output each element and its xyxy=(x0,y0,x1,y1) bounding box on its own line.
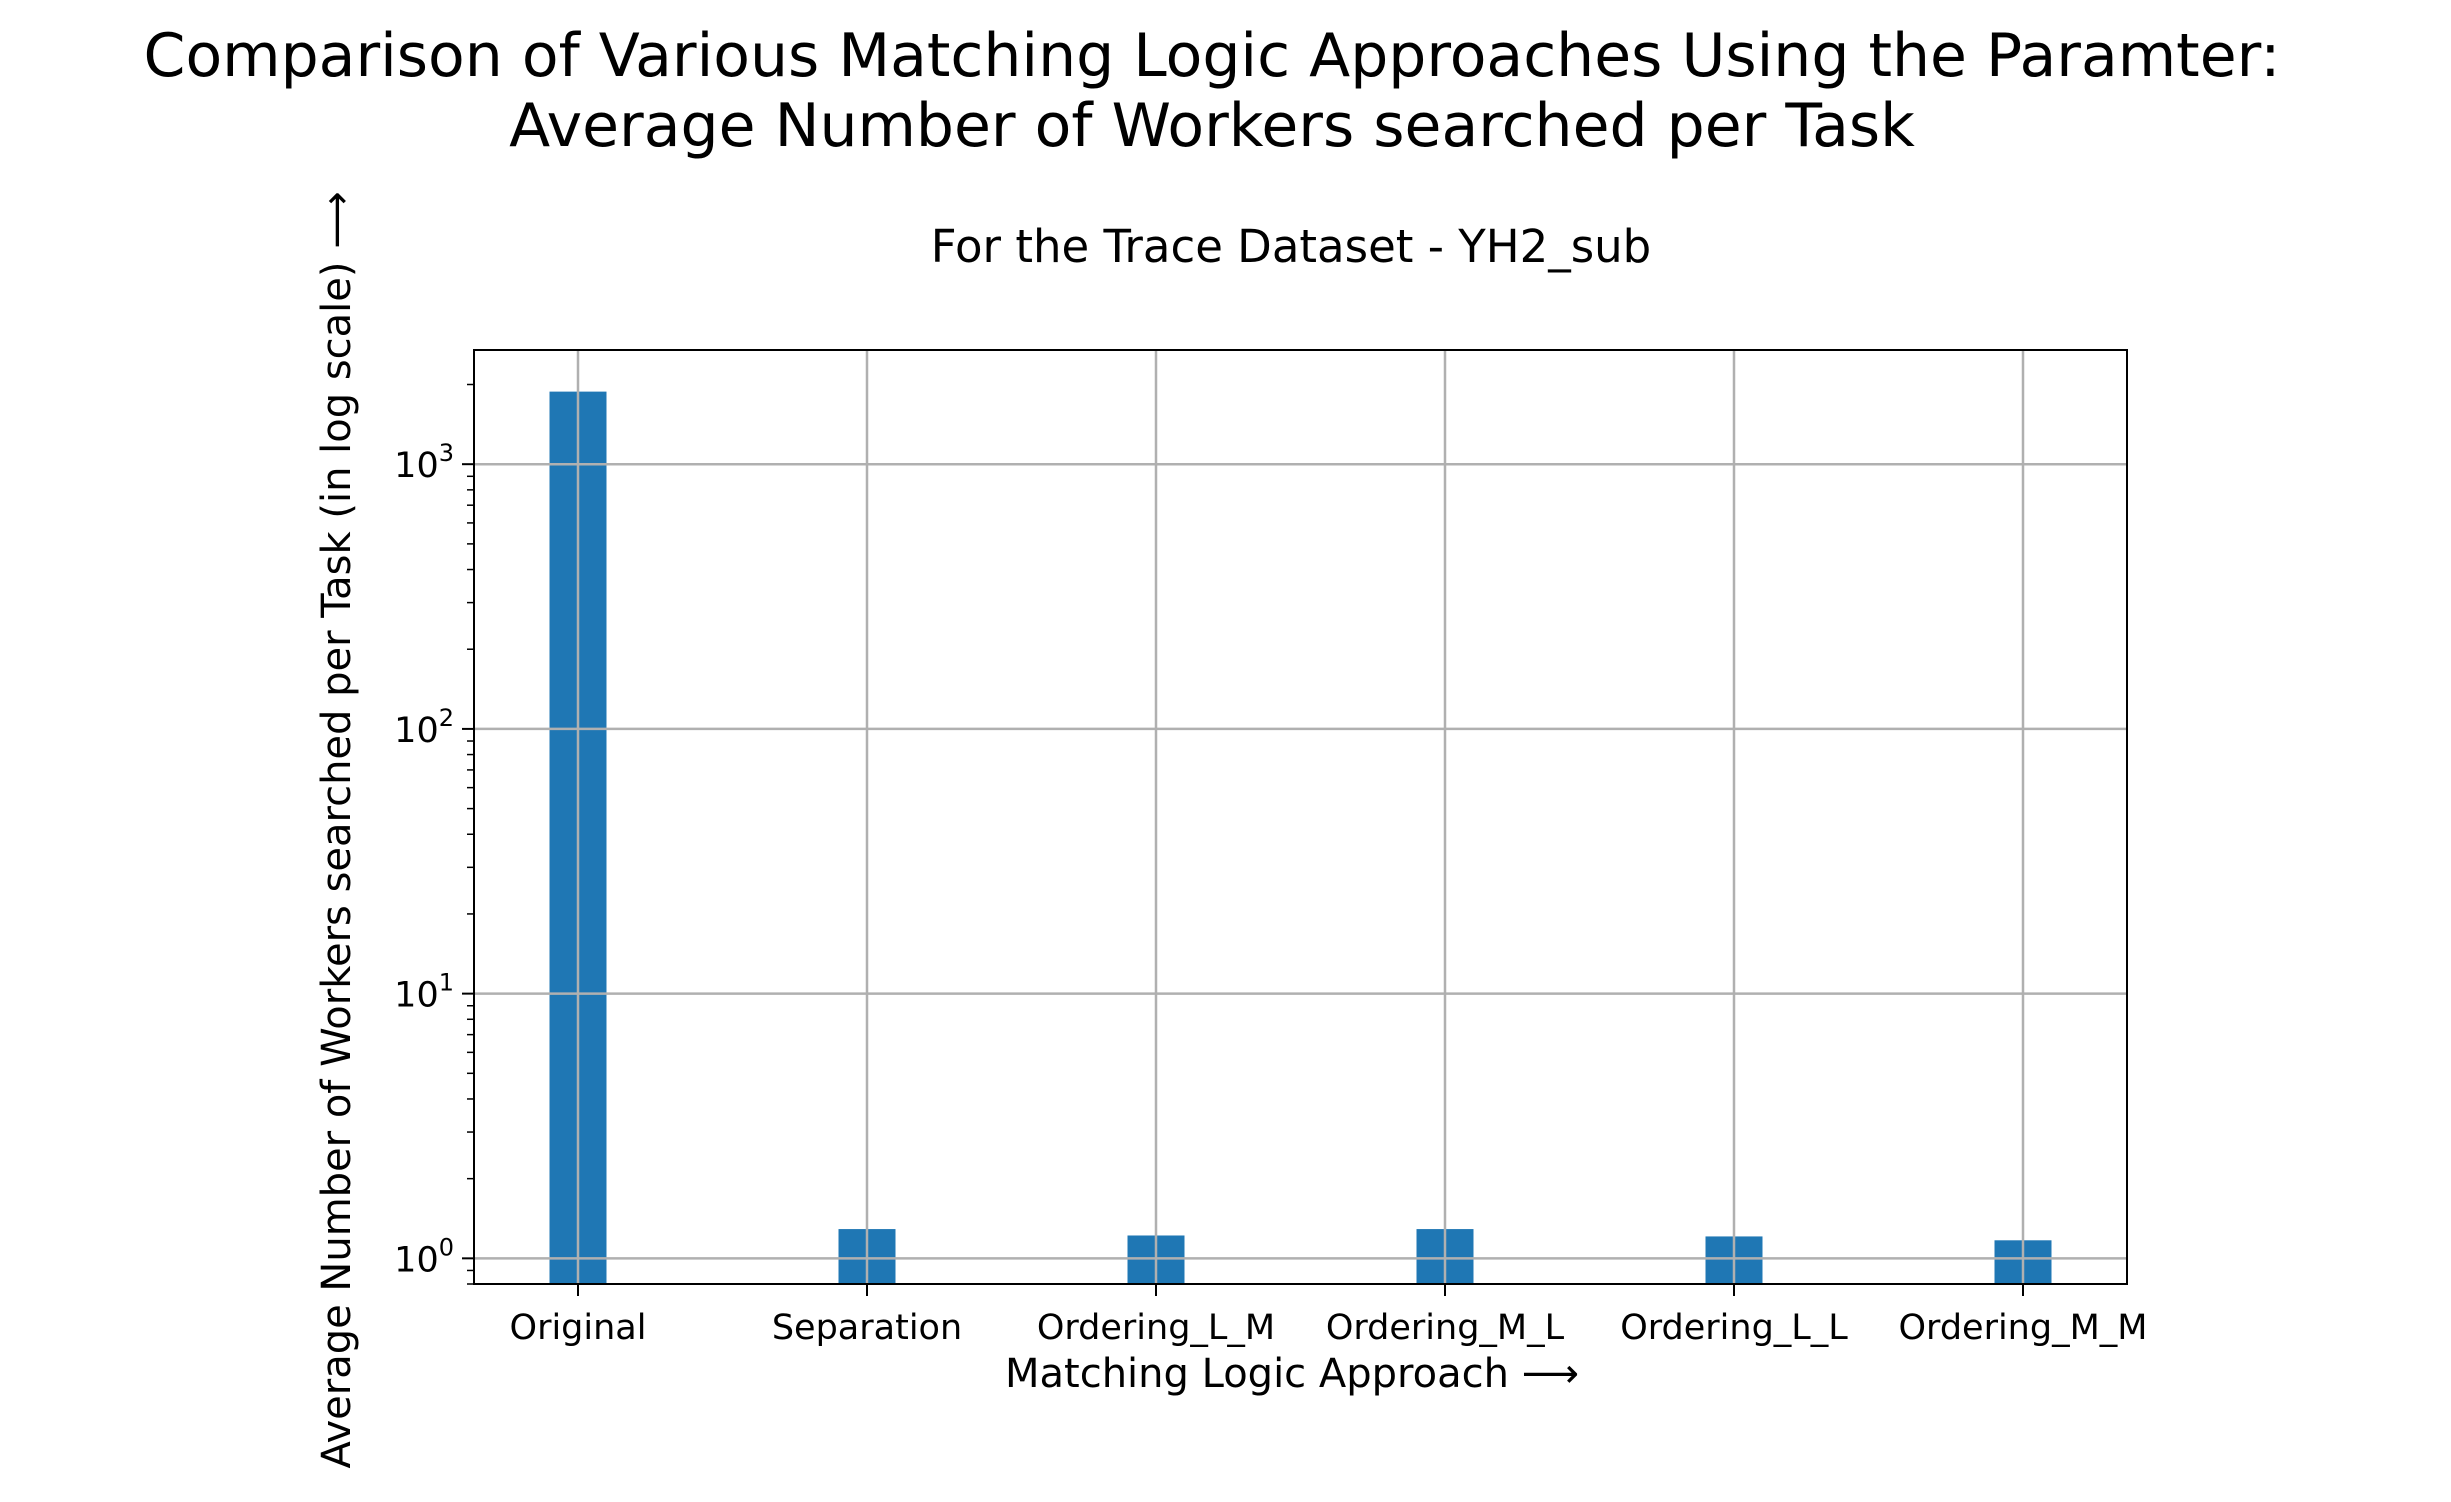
chart-title-line-2: Average Number of Workers searched per T… xyxy=(509,91,1915,161)
bars xyxy=(549,391,2052,1284)
x-tick-label: Ordering_M_M xyxy=(1899,1308,2148,1348)
y-tick-label: 101 xyxy=(394,969,454,1016)
x-tick-label: Original xyxy=(510,1308,647,1348)
x-axis-label: Matching Logic Approach ⟶ xyxy=(1005,1351,1579,1397)
x-tick-label: Separation xyxy=(772,1308,962,1348)
y-axis-label: Average Number of Workers searched per T… xyxy=(314,191,360,1468)
x-axis-ticks: Original Separation Ordering_L_M Ordering_M… xyxy=(510,1284,2148,1348)
y-axis-ticks: 100 101 102 103 xyxy=(394,383,474,1285)
plot-frame xyxy=(473,349,2128,1285)
y-tick-label: 102 xyxy=(394,704,454,751)
chart-subtitle: For the Trace Dataset - YH2_sub xyxy=(931,220,1652,273)
chart-title-line-1: Comparison of Various Matching Logic App… xyxy=(144,21,2281,91)
x-tick-label: Ordering_L_L xyxy=(1620,1308,1848,1348)
grid-lines xyxy=(474,350,2127,1284)
x-tick-label: Ordering_L_M xyxy=(1037,1308,1275,1348)
x-tick-label: Ordering_M_L xyxy=(1326,1308,1565,1348)
y-tick-label: 103 xyxy=(394,439,454,486)
y-tick-label: 100 xyxy=(394,1233,454,1280)
